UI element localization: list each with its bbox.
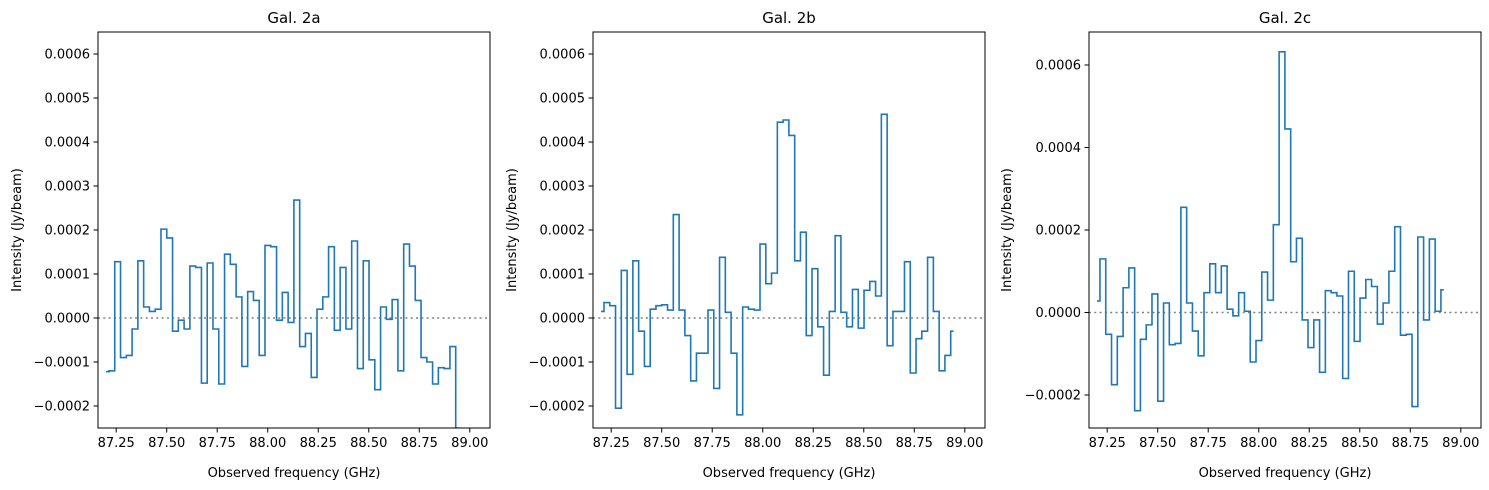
x-tick-label: 87.50 xyxy=(1139,436,1176,451)
x-tick-label: 88.50 xyxy=(1341,436,1378,451)
x-axis-label: Observed frequency (GHz) xyxy=(1199,466,1372,481)
y-tick-label: 0.0001 xyxy=(45,268,91,283)
spectrum-series-line xyxy=(601,113,954,416)
x-tick-label: 87.75 xyxy=(694,436,731,451)
y-tick-label: 0.0006 xyxy=(540,48,586,63)
x-tick-label: 88.00 xyxy=(1240,436,1277,451)
x-tick-label: 87.75 xyxy=(1190,436,1227,451)
subplot-gal-2a: Gal. 2a 87.25 87.50 87.75 88.00 88.25 88.50 88… xyxy=(10,9,491,481)
x-tick-label: 88.50 xyxy=(845,436,882,451)
y-tick-label: −0.0001 xyxy=(34,356,90,371)
y-tick-label: 0.0003 xyxy=(540,180,586,195)
y-axis-label: Intensity (Jy/beam) xyxy=(505,168,520,292)
spectrum-series-line xyxy=(1097,51,1444,412)
y-tick-label: 0.0002 xyxy=(45,224,91,239)
y-tick-label: 0.0003 xyxy=(45,180,91,195)
y-tick-label: 0.0005 xyxy=(540,92,586,107)
plot-area: 87.25 87.50 87.75 88.00 88.25 88.50 88.75 89.00… xyxy=(34,31,491,451)
plot-area: 87.25 87.50 87.75 88.00 88.25 88.50 88.75 89.00… xyxy=(1025,31,1482,451)
x-tick-label: 88.00 xyxy=(744,436,781,451)
y-tick-label: 0.0000 xyxy=(45,312,91,327)
subplot-title: Gal. 2b xyxy=(762,9,816,27)
y-tick-label: 0.0001 xyxy=(540,268,586,283)
y-tick-label: 0.0002 xyxy=(540,224,586,239)
x-tick-label: 87.25 xyxy=(593,436,630,451)
subplot-gal-2c: Gal. 2c 87.25 87.50 87.75 88.00 88.25 88.50 88… xyxy=(1000,9,1482,481)
y-axis-label: Intensity (Jy/beam) xyxy=(10,168,25,292)
plot-area: 87.25 87.50 87.75 88.00 88.25 88.50 88.75 89.00… xyxy=(529,31,986,451)
spectrum-series-line xyxy=(106,199,459,428)
x-tick-label: 87.50 xyxy=(643,436,680,451)
x-tick-label: 89.00 xyxy=(1442,436,1479,451)
subplot-gal-2b: Gal. 2b 87.25 87.50 87.75 88.00 88.25 88.50 88… xyxy=(505,9,986,481)
x-axis-label: Observed frequency (GHz) xyxy=(208,466,381,481)
subplot-title: Gal. 2a xyxy=(267,9,320,27)
y-tick-label: −0.0001 xyxy=(529,356,585,371)
subplot-title: Gal. 2c xyxy=(1259,9,1311,27)
y-tick-label: 0.0004 xyxy=(45,136,91,151)
x-tick-label: 88.25 xyxy=(1291,436,1328,451)
x-tick-label: 88.25 xyxy=(300,436,337,451)
y-tick-label: 0.0000 xyxy=(540,312,586,327)
x-tick-label: 89.00 xyxy=(946,436,983,451)
y-tick-label: −0.0002 xyxy=(1025,389,1081,404)
x-tick-label: 87.25 xyxy=(1089,436,1126,451)
x-axis-label: Observed frequency (GHz) xyxy=(703,466,876,481)
x-tick-label: 87.75 xyxy=(199,436,236,451)
y-tick-label: −0.0002 xyxy=(529,400,585,415)
y-tick-label: 0.0004 xyxy=(540,136,586,151)
y-tick-label: −0.0002 xyxy=(34,400,90,415)
x-tick-label: 88.50 xyxy=(350,436,387,451)
y-tick-label: 0.0006 xyxy=(45,48,91,63)
y-tick-label: 0.0002 xyxy=(1036,224,1082,239)
x-tick-label: 88.75 xyxy=(1392,436,1429,451)
x-tick-label: 88.00 xyxy=(249,436,286,451)
y-tick-label: 0.0006 xyxy=(1036,59,1082,74)
y-axis-label: Intensity (Jy/beam) xyxy=(1000,168,1015,292)
x-tick-label: 87.50 xyxy=(148,436,185,451)
x-tick-label: 89.00 xyxy=(451,436,488,451)
y-tick-label: 0.0004 xyxy=(1036,141,1082,156)
y-tick-label: 0.0000 xyxy=(1036,306,1082,321)
x-tick-label: 87.25 xyxy=(98,436,135,451)
y-tick-label: 0.0005 xyxy=(45,92,91,107)
x-tick-label: 88.75 xyxy=(896,436,933,451)
x-tick-label: 88.75 xyxy=(401,436,438,451)
x-tick-label: 88.25 xyxy=(795,436,832,451)
